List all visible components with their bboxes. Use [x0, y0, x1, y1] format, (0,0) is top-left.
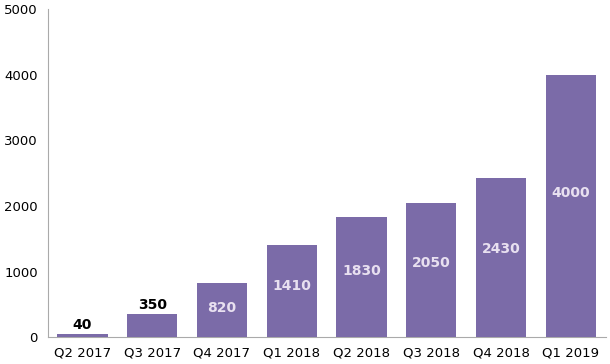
- Bar: [267, 245, 317, 337]
- Bar: [406, 203, 456, 337]
- Text: 1410: 1410: [272, 279, 311, 293]
- Bar: [197, 283, 247, 337]
- Text: 40: 40: [73, 318, 92, 332]
- Text: 2050: 2050: [412, 256, 451, 270]
- Text: 1830: 1830: [342, 264, 381, 278]
- Bar: [127, 314, 178, 337]
- Text: 350: 350: [138, 297, 167, 312]
- Text: 2430: 2430: [482, 242, 520, 257]
- Text: 820: 820: [207, 301, 237, 314]
- Bar: [337, 217, 387, 337]
- Text: 4000: 4000: [551, 186, 590, 200]
- Bar: [57, 335, 107, 337]
- Bar: [546, 75, 596, 337]
- Bar: [476, 178, 526, 337]
